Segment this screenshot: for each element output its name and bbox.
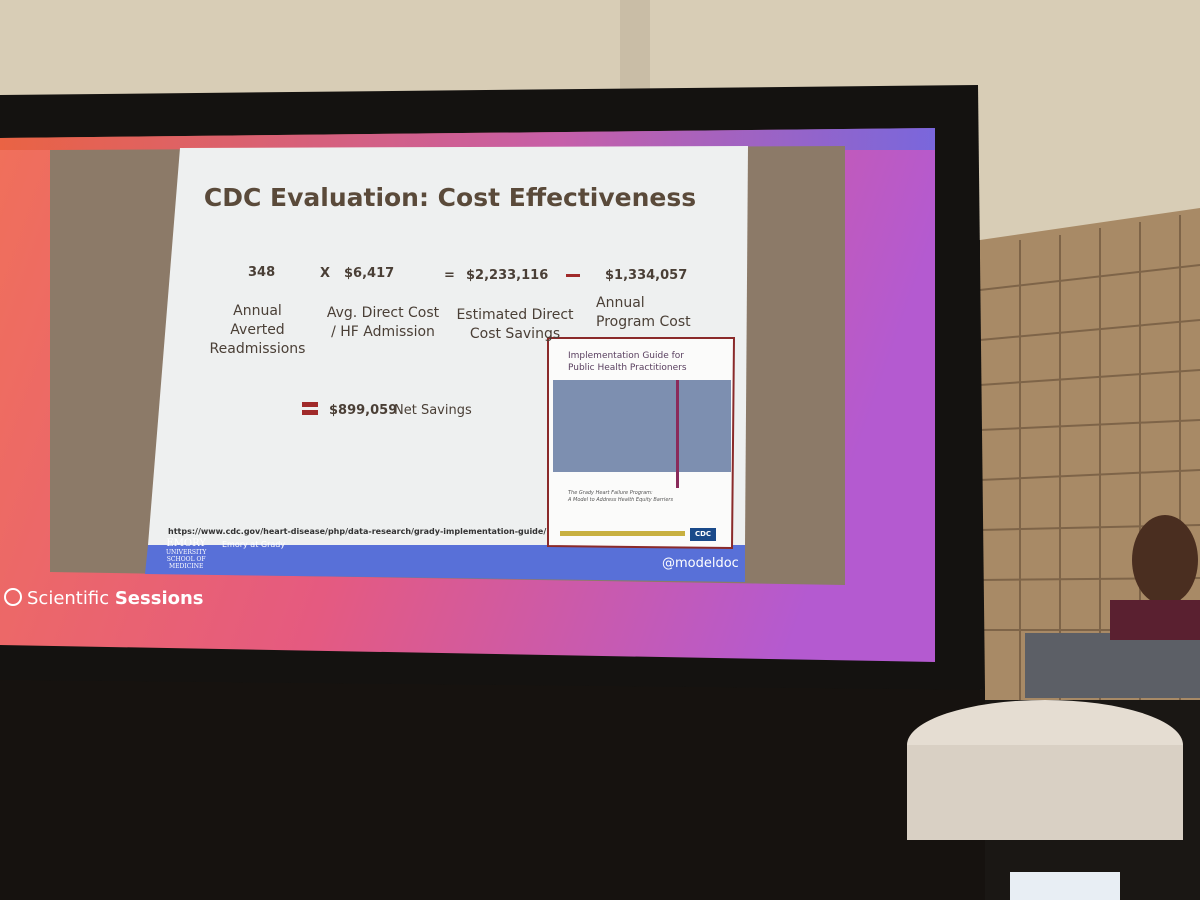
source-url: https://www.cdc.gov/heart-disease/php/da… — [168, 527, 547, 536]
term-value: $1,334,057 — [605, 268, 688, 283]
guide-subtitle: The Grady Heart Failure Program: A Model … — [568, 490, 673, 504]
label-line: Readmissions — [209, 341, 306, 357]
guide-title: Implementation Guide for Public Health Pr… — [568, 350, 687, 374]
event-name: Scientific Sessions — [27, 588, 204, 609]
subtitle-line: A Model to Address Health Equity Barrier… — [568, 497, 674, 503]
term-label: Annual Averted Readmissions — [200, 302, 315, 359]
logo-line: SCHOOL OF — [166, 556, 206, 563]
guide-band — [560, 531, 685, 536]
term-label: Avg. Direct Cost / HF Admission — [323, 304, 443, 342]
term-value: $2,233,116 — [466, 268, 549, 283]
label-line: Cost Savings — [469, 326, 561, 342]
label-line: Program Cost — [596, 314, 691, 330]
curtain — [0, 680, 985, 900]
logo-line: MEDICINE — [169, 563, 204, 570]
slide-title: CDC Evaluation: Cost Effectiveness — [203, 183, 697, 212]
result-value: $899,059 — [329, 403, 398, 418]
term-value: $6,417 — [344, 266, 395, 281]
guide-photo — [553, 380, 731, 472]
label-line: Averted — [230, 322, 285, 338]
emory-logo: EMORY UNIVERSITY SCHOOL OF MEDICINE — [166, 538, 206, 570]
label-line: Annual — [596, 295, 645, 311]
equals-bar — [302, 402, 318, 407]
speaker-body — [1110, 600, 1200, 640]
label-line: Estimated Direct — [456, 307, 574, 323]
term-value: 348 — [248, 265, 276, 280]
footer-handle: @modeldoc — [662, 556, 739, 571]
footer-unit: Emory at Grady — [222, 540, 286, 549]
result-label: Net Savings — [394, 403, 472, 418]
subtitle-line: The Grady Heart Failure Program: — [568, 490, 653, 496]
guide-accent — [676, 380, 679, 488]
speaker — [1132, 515, 1198, 605]
logo-line: UNIVERSITY — [166, 549, 207, 556]
laptop — [1025, 633, 1200, 698]
event-logo — [4, 588, 22, 606]
logo-line: EMORY — [166, 538, 206, 549]
cdc-logo: CDC — [690, 528, 716, 541]
title-line: Public Health Practitioners — [568, 363, 687, 373]
event-word: Sessions — [114, 588, 204, 609]
label-line: Annual — [233, 303, 282, 319]
slide-footer — [145, 545, 745, 582]
label-line: Avg. Direct Cost — [326, 305, 440, 321]
term-label: Annual Program Cost — [596, 294, 691, 332]
event-word: Scientific — [27, 588, 110, 609]
monitor — [1010, 872, 1120, 900]
operator: X — [320, 266, 331, 281]
minus-sign — [566, 274, 580, 277]
title-line: Implementation Guide for — [568, 351, 684, 361]
equals-bar — [302, 410, 318, 415]
pillar — [620, 0, 650, 95]
operator: = — [444, 268, 455, 283]
screen-top — [0, 128, 935, 150]
podium-body — [907, 745, 1183, 840]
label-line: / HF Admission — [331, 324, 435, 340]
term-label: Estimated Direct Cost Savings — [455, 306, 575, 344]
